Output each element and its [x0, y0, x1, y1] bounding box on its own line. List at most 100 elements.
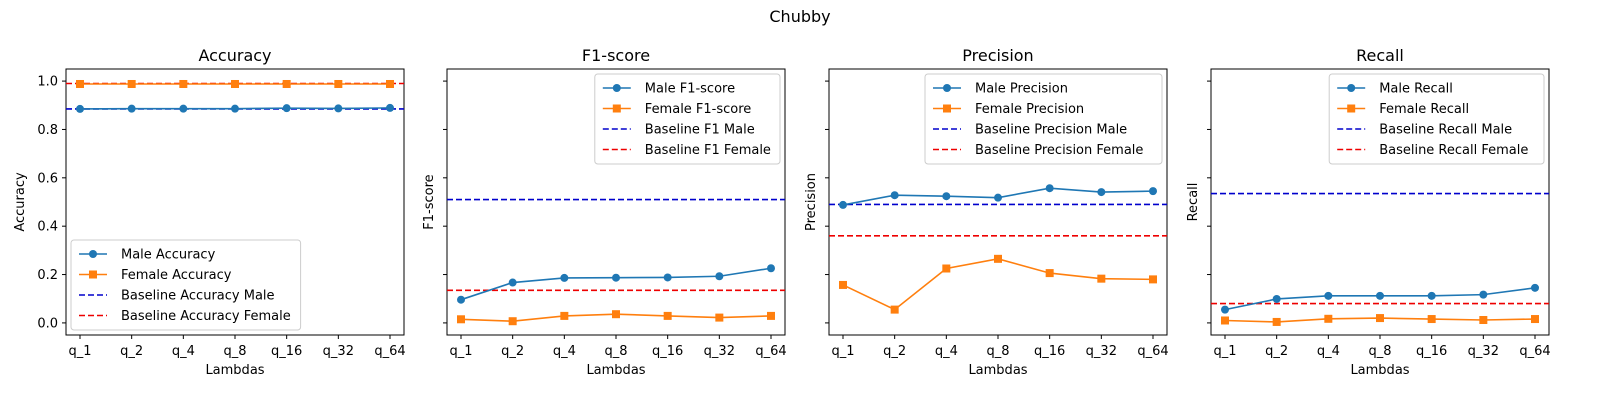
legend-box [924, 73, 1163, 165]
x-tick-label: q_8 [604, 344, 627, 359]
data-point [282, 104, 291, 113]
data-point [942, 264, 951, 273]
panel-title: Recall [1356, 46, 1404, 65]
data-point [890, 191, 899, 200]
legend-marker [89, 250, 97, 258]
data-point [76, 104, 84, 113]
legend-label: Male F1-score [645, 82, 735, 97]
legend-label: Male Precision [975, 82, 1068, 97]
x-tick-label: q_2 [1265, 344, 1288, 359]
data-point [663, 311, 672, 320]
x-tick-label: q_1 [68, 344, 91, 359]
data-point [560, 311, 569, 320]
data-point [994, 193, 1002, 202]
x-tick-label: q_16 [271, 344, 302, 359]
legend: Male F1-score Female F1-score Baseline F1 … [594, 73, 781, 165]
legend-box [1328, 73, 1545, 165]
data-point [386, 103, 394, 112]
x-tick-label: q_4 [1317, 344, 1340, 359]
x-tick-label: q_64 [1519, 344, 1550, 359]
x-tick-label: q_2 [883, 344, 906, 359]
data-point [179, 79, 188, 88]
data-point [1221, 316, 1229, 325]
data-point [1531, 283, 1539, 292]
data-point [767, 264, 775, 273]
x-tick-label: q_32 [1468, 344, 1499, 359]
x-axis-label: Lambdas [1350, 363, 1409, 378]
legend-marker [943, 104, 951, 113]
y-axis-label: Recall [1186, 183, 1201, 222]
data-point [386, 79, 394, 88]
legend: Male Accuracy Female Accuracy Baseline Acc… [70, 239, 302, 331]
data-point [767, 311, 775, 320]
data-point [560, 273, 569, 282]
legend-marker [612, 84, 621, 92]
y-tick-label: 0.6 [37, 171, 58, 186]
legend-label: Female Precision [975, 102, 1084, 117]
data-point [839, 280, 847, 289]
data-point [334, 79, 343, 88]
legend-label: Baseline Precision Male [975, 123, 1127, 138]
data-point [1272, 317, 1281, 326]
data-point [890, 305, 899, 314]
data-point [1479, 290, 1488, 299]
data-point [334, 104, 343, 113]
panel-precision: Precision q_1 q_2 q_4 q_8 q_16 q_32 q_64 Lambdas… [804, 46, 1169, 378]
data-point [839, 200, 847, 209]
legend-marker [612, 104, 621, 113]
panel-title: Accuracy [198, 46, 271, 65]
data-point [612, 310, 620, 319]
legend-box [70, 239, 302, 331]
data-point [457, 315, 465, 324]
x-tick-label: q_8 [223, 344, 246, 359]
data-point [1045, 269, 1054, 278]
legend-marker [1347, 84, 1356, 92]
legend-label: Baseline F1 Female [645, 143, 771, 158]
x-tick-label: q_16 [1034, 344, 1065, 359]
data-point [1376, 291, 1384, 300]
legend-marker [943, 84, 951, 92]
x-tick-label: q_8 [986, 344, 1009, 359]
data-point [715, 272, 724, 281]
panel-recall: Recall q_1 q_2 q_4 q_8 q_16 q_32 q_64 Lambdas Rec… [1186, 46, 1551, 378]
data-point [231, 79, 239, 88]
data-point [1149, 187, 1157, 196]
data-point [1097, 188, 1106, 197]
y-tick-label: 1.0 [37, 75, 58, 90]
x-tick-label: q_4 [172, 344, 195, 359]
data-point [1479, 316, 1488, 325]
x-tick-label: q_2 [120, 344, 143, 359]
y-axis-label: Precision [804, 173, 819, 231]
data-point [1097, 274, 1106, 283]
legend-label: Baseline Recall Female [1379, 143, 1528, 158]
x-tick-label: q_1 [1213, 344, 1236, 359]
legend-label: Female F1-score [645, 102, 752, 117]
data-point [715, 313, 724, 322]
y-axis-label: F1-score [422, 174, 437, 229]
x-tick-label: q_32 [704, 344, 735, 359]
data-point [1427, 315, 1436, 324]
x-tick-label: q_4 [935, 344, 958, 359]
x-tick-label: q_32 [323, 344, 354, 359]
panel-f1-score: F1-score q_1 q_2 q_4 q_8 q_16 q_32 q_64 Lambdas F… [422, 46, 787, 378]
legend-label: Female Accuracy [121, 268, 232, 283]
data-point [508, 278, 517, 287]
data-point [1221, 305, 1229, 314]
data-point [942, 192, 951, 201]
data-point [179, 104, 188, 113]
x-tick-label: q_64 [374, 344, 405, 359]
data-point [457, 295, 465, 304]
data-point [231, 104, 239, 113]
series-line [842, 258, 1154, 311]
series-line [460, 267, 772, 301]
x-axis-label: Lambdas [968, 363, 1027, 378]
x-axis-label: Lambdas [205, 363, 264, 378]
y-tick-label: 0.8 [37, 123, 58, 138]
data-point [1376, 314, 1384, 323]
data-point [1427, 291, 1436, 300]
legend: Male Recall Female Recall Baseline Recall … [1328, 73, 1545, 165]
y-axis-label: Accuracy [13, 172, 28, 232]
x-axis-label: Lambdas [586, 363, 645, 378]
panel-title: Precision [962, 46, 1033, 65]
x-tick-label: q_1 [831, 344, 854, 359]
